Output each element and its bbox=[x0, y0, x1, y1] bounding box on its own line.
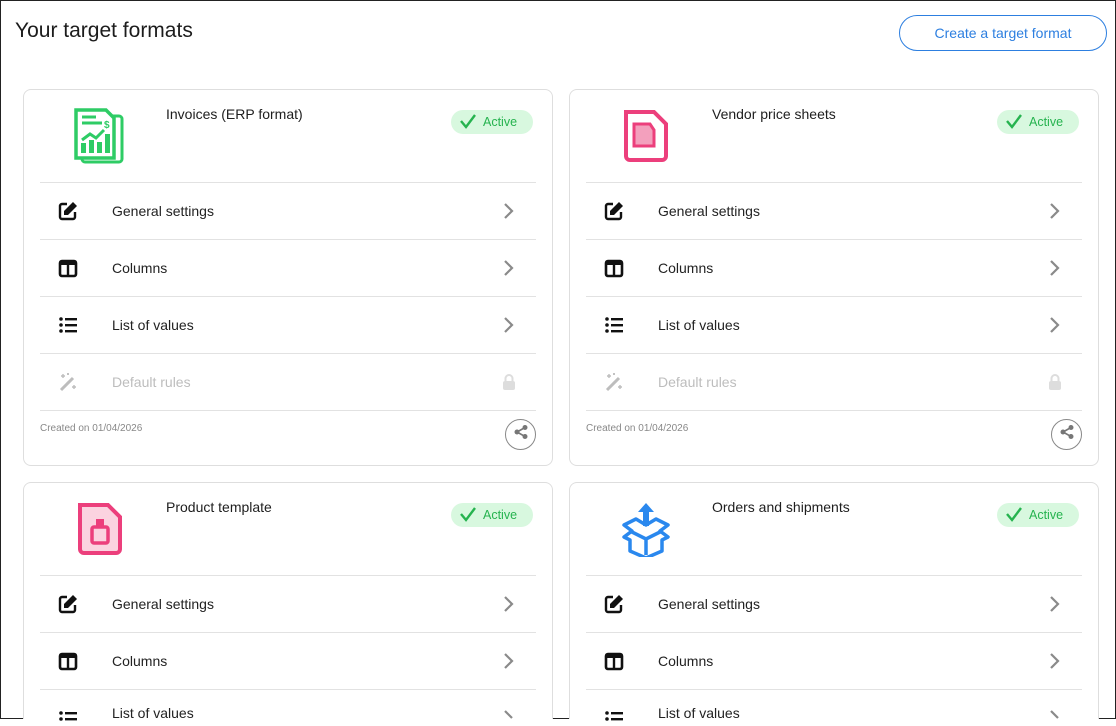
edit-icon bbox=[604, 594, 624, 614]
chevron-right-icon bbox=[1048, 652, 1062, 670]
share-icon bbox=[1059, 424, 1075, 445]
row-columns[interactable]: Columns bbox=[40, 632, 536, 689]
row-label: General settings bbox=[112, 203, 214, 219]
row-label: General settings bbox=[658, 596, 760, 612]
row-list-of-values[interactable]: List of values bbox=[586, 689, 1082, 721]
lock-icon bbox=[1048, 373, 1062, 391]
status-badge: Active bbox=[451, 503, 533, 527]
row-label: Columns bbox=[658, 653, 714, 669]
chevron-right-icon bbox=[502, 708, 516, 720]
status-badge: Active bbox=[997, 503, 1079, 527]
target-format-card: Product template Active General settings… bbox=[23, 482, 553, 721]
document-bottle-icon bbox=[72, 501, 128, 557]
row-label: Columns bbox=[112, 260, 168, 276]
columns-icon bbox=[58, 258, 78, 278]
card-menu: General settings Columns List of values … bbox=[40, 182, 536, 467]
check-icon bbox=[1005, 506, 1023, 525]
share-button[interactable] bbox=[505, 419, 536, 450]
share-icon bbox=[513, 424, 529, 445]
chevron-right-icon bbox=[502, 652, 516, 670]
row-label: General settings bbox=[112, 596, 214, 612]
status-label: Active bbox=[483, 115, 518, 129]
chevron-right-icon bbox=[502, 259, 516, 277]
card-footer: Created on 01/04/2026 bbox=[40, 410, 536, 467]
edit-icon bbox=[58, 201, 78, 221]
list-icon bbox=[58, 708, 78, 721]
list-icon bbox=[604, 315, 624, 335]
magic-wand-icon bbox=[58, 372, 78, 392]
row-general-settings[interactable]: General settings bbox=[40, 182, 536, 239]
lock-icon bbox=[502, 373, 516, 391]
document-sheet-icon bbox=[618, 108, 674, 164]
row-general-settings[interactable]: General settings bbox=[586, 182, 1082, 239]
row-default-rules: Default rules bbox=[586, 353, 1082, 410]
card-footer: Created on 01/04/2026 bbox=[586, 410, 1082, 467]
status-badge: Active bbox=[451, 110, 533, 134]
chevron-right-icon bbox=[502, 595, 516, 613]
created-date: Created on 01/04/2026 bbox=[586, 423, 689, 434]
chevron-right-icon bbox=[1048, 316, 1062, 334]
chevron-right-icon bbox=[1048, 259, 1062, 277]
chevron-right-icon bbox=[502, 202, 516, 220]
target-format-card: $ Invoices (ERP format) Active General s… bbox=[23, 89, 553, 466]
edit-icon bbox=[604, 201, 624, 221]
row-columns[interactable]: Columns bbox=[40, 239, 536, 296]
row-label: List of values bbox=[658, 317, 740, 333]
created-date: Created on 01/04/2026 bbox=[40, 423, 143, 434]
magic-wand-icon bbox=[604, 372, 624, 392]
row-general-settings[interactable]: General settings bbox=[40, 575, 536, 632]
row-general-settings[interactable]: General settings bbox=[586, 575, 1082, 632]
columns-icon bbox=[604, 258, 624, 278]
svg-text:$: $ bbox=[104, 120, 110, 131]
card-menu: General settings Columns List of values bbox=[40, 575, 536, 721]
row-label: Columns bbox=[112, 653, 168, 669]
status-badge: Active bbox=[997, 110, 1079, 134]
page-title: Your target formats bbox=[15, 19, 193, 42]
status-label: Active bbox=[1029, 115, 1064, 129]
check-icon bbox=[1005, 113, 1023, 132]
columns-icon bbox=[58, 651, 78, 671]
row-list-of-values[interactable]: List of values bbox=[586, 296, 1082, 353]
card-menu: General settings Columns List of values … bbox=[586, 182, 1082, 467]
row-list-of-values[interactable]: List of values bbox=[40, 689, 536, 721]
target-format-card: Orders and shipments Active General sett… bbox=[569, 482, 1099, 721]
status-label: Active bbox=[1029, 508, 1064, 522]
columns-icon bbox=[604, 651, 624, 671]
list-icon bbox=[58, 315, 78, 335]
row-label: List of values bbox=[658, 705, 740, 721]
chevron-right-icon bbox=[1048, 595, 1062, 613]
create-target-format-button[interactable]: Create a target format bbox=[899, 15, 1107, 51]
card-title: Product template bbox=[166, 499, 272, 515]
check-icon bbox=[459, 113, 477, 132]
edit-icon bbox=[58, 594, 78, 614]
check-icon bbox=[459, 506, 477, 525]
row-columns[interactable]: Columns bbox=[586, 632, 1082, 689]
chevron-right-icon bbox=[1048, 708, 1062, 720]
list-icon bbox=[604, 708, 624, 721]
invoice-chart-icon: $ bbox=[72, 108, 128, 164]
row-label: List of values bbox=[112, 317, 194, 333]
row-columns[interactable]: Columns bbox=[586, 239, 1082, 296]
target-format-card: Vendor price sheets Active General setti… bbox=[569, 89, 1099, 466]
row-label: Columns bbox=[658, 260, 714, 276]
row-label: Default rules bbox=[112, 374, 191, 390]
share-button[interactable] bbox=[1051, 419, 1082, 450]
card-title: Orders and shipments bbox=[712, 499, 850, 515]
card-menu: General settings Columns List of values bbox=[586, 575, 1082, 721]
box-upload-icon bbox=[618, 501, 674, 560]
row-default-rules: Default rules bbox=[40, 353, 536, 410]
row-list-of-values[interactable]: List of values bbox=[40, 296, 536, 353]
row-label: Default rules bbox=[658, 374, 737, 390]
row-label: General settings bbox=[658, 203, 760, 219]
card-title: Vendor price sheets bbox=[712, 106, 836, 122]
status-label: Active bbox=[483, 508, 518, 522]
chevron-right-icon bbox=[1048, 202, 1062, 220]
chevron-right-icon bbox=[502, 316, 516, 334]
card-title: Invoices (ERP format) bbox=[166, 106, 303, 122]
row-label: List of values bbox=[112, 705, 194, 721]
